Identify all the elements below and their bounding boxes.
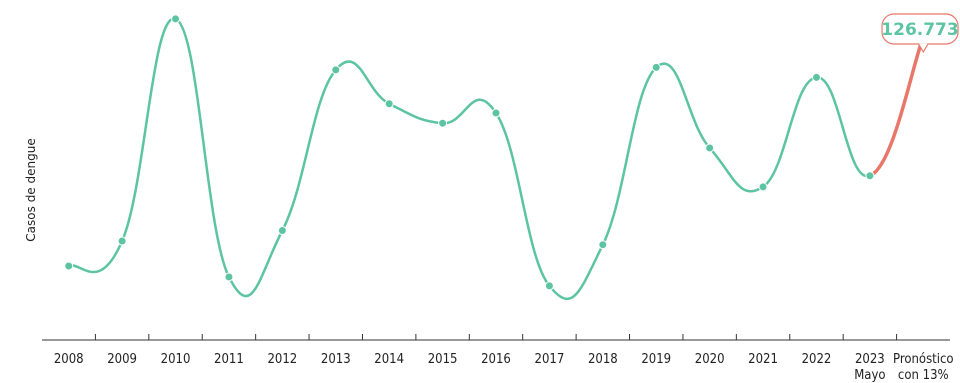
data-point [438, 118, 448, 128]
data-point [171, 14, 181, 24]
x-tick-sublabel: Mayo [854, 368, 885, 383]
x-tick-label: 2021 [748, 352, 778, 367]
data-point [277, 226, 287, 236]
data-point [758, 182, 768, 192]
data-point [331, 65, 341, 75]
x-tick-label: Pronóstico [893, 352, 954, 367]
x-tick-label: 2023 [855, 352, 885, 367]
series-line-forecast [868, 35, 926, 178]
y-axis-label: Casos de dengue [24, 138, 38, 241]
forecast-callout: 126.773 [881, 13, 959, 54]
x-tick-label: 2012 [267, 352, 297, 367]
data-point [64, 261, 74, 271]
x-tick-label: 2010 [161, 352, 191, 367]
data-point [865, 171, 875, 181]
x-tick-label: 2011 [214, 352, 244, 367]
series-line-historical [68, 17, 871, 300]
data-point [651, 62, 661, 72]
data-point [491, 108, 501, 118]
data-point [544, 281, 554, 291]
data-point [224, 272, 234, 282]
x-tick-label: 2014 [374, 352, 404, 367]
data-point [811, 72, 821, 82]
x-tick-label: 2018 [588, 352, 618, 367]
x-tick-label: 2016 [481, 352, 511, 367]
callout-value: 126.773 [881, 20, 958, 40]
x-tick-label: 2019 [641, 352, 671, 367]
data-point [705, 143, 715, 153]
x-tick-label: 2020 [695, 352, 725, 367]
data-point [117, 236, 127, 246]
data-point [598, 240, 608, 250]
x-tick-label: 2015 [428, 352, 458, 367]
x-tick-label: 2022 [802, 352, 832, 367]
x-tick-label: 2008 [54, 352, 84, 367]
callout-pointer [917, 43, 929, 54]
data-point [384, 99, 394, 109]
x-tick-label: 2013 [321, 352, 351, 367]
x-tick-sublabel: con 13% [898, 368, 949, 383]
x-tick-label: 2009 [107, 352, 137, 367]
x-tick-label: 2017 [535, 352, 565, 367]
